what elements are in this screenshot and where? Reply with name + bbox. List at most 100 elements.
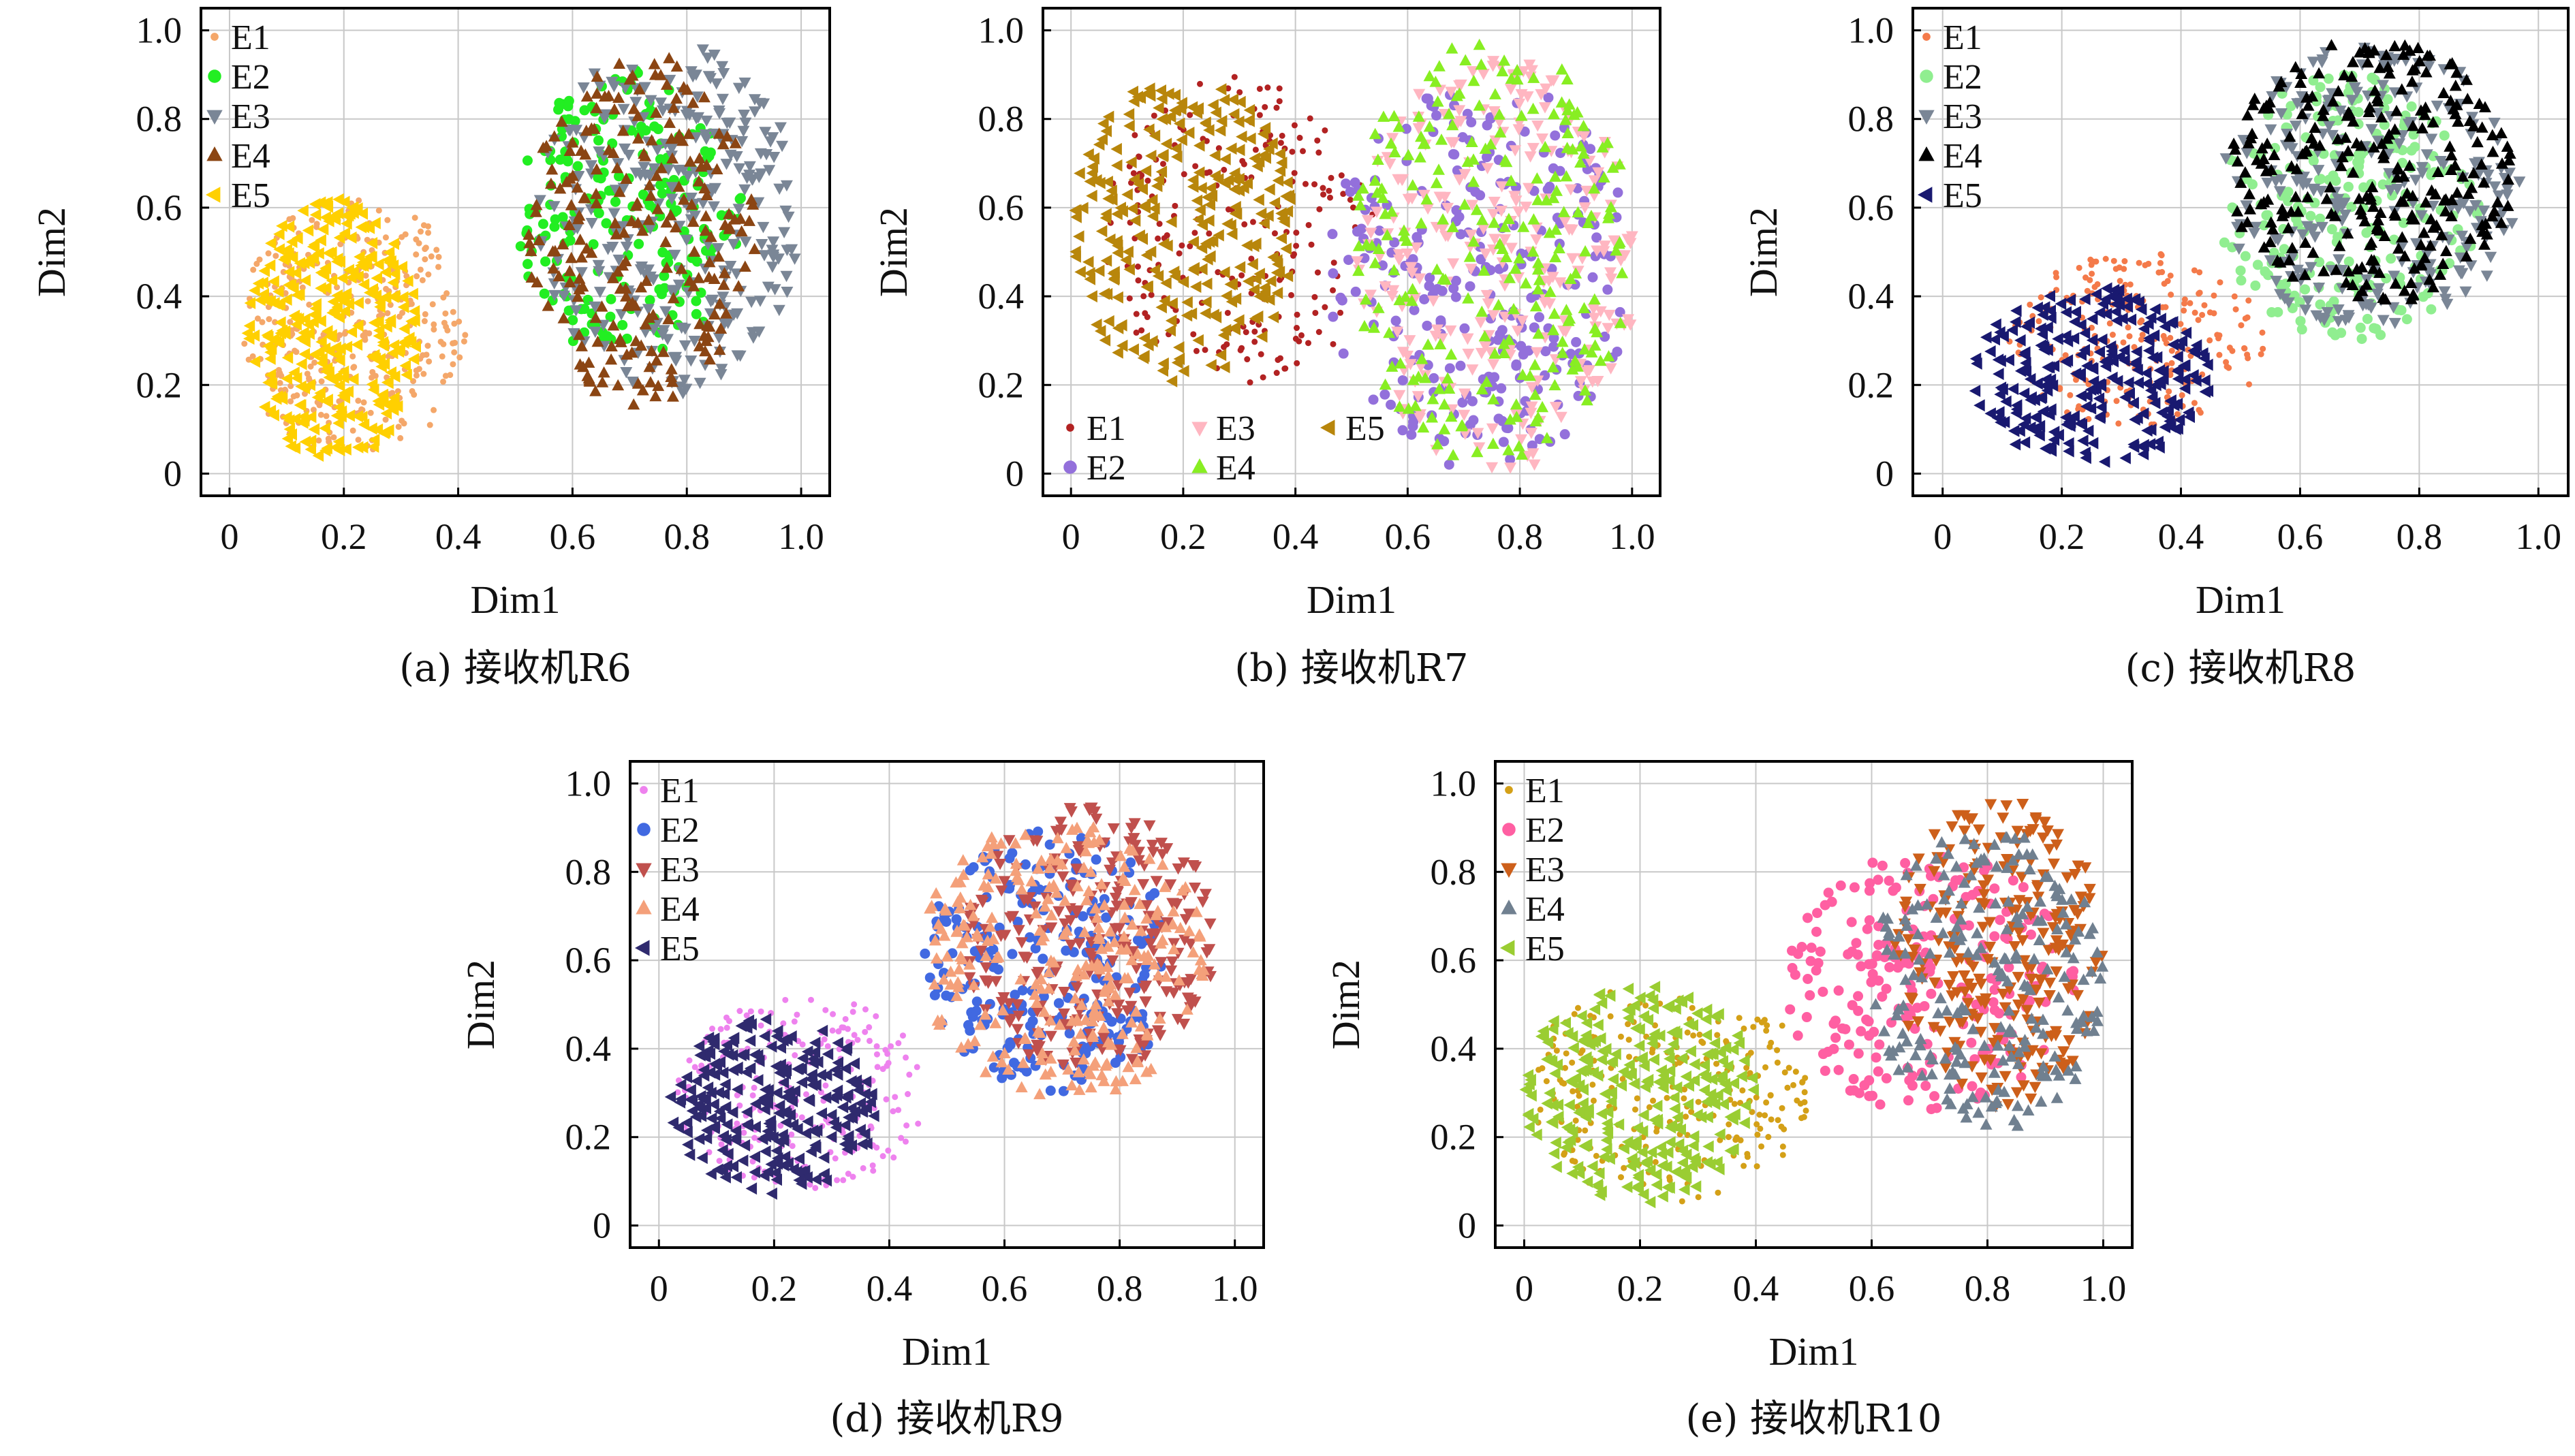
data-point [1347,196,1354,203]
data-point [2286,270,2299,282]
data-point [537,142,550,153]
data-point [1383,326,1396,338]
data-point [666,390,679,402]
data-point [2298,268,2311,281]
data-point [1326,187,1332,194]
data-point [1458,169,1471,180]
data-point [1340,191,1347,197]
data-point [2420,66,2433,78]
data-point [1518,349,1529,360]
data-point [1527,213,1540,225]
data-point [644,95,657,107]
data-point [1215,349,1227,362]
data-point [2086,313,2098,326]
data-point [1416,353,1429,364]
data-point [2229,347,2236,354]
data-point [1404,359,1417,370]
data-point [387,259,399,272]
data-point [842,1015,849,1022]
data-point [1096,133,1108,146]
data-point [1078,861,1091,873]
data-point [1192,334,1204,347]
data-point [629,200,642,211]
data-point [522,155,533,166]
data-point [552,253,564,266]
data-point [2460,74,2473,85]
data-point [1528,459,1541,471]
y-tick-label: 1.0 [136,10,183,51]
data-point [866,1024,873,1030]
data-point [2291,98,2304,110]
data-point [1461,334,1474,345]
data-point [1003,835,1016,846]
data-point [2038,294,2044,301]
data-point [1430,176,1443,189]
data-point [713,108,726,120]
data-point [1446,221,1459,232]
data-point [950,990,963,1001]
data-point [2142,344,2155,357]
data-point [1241,221,1248,227]
data-point [425,230,432,236]
data-point [563,219,576,230]
data-point [2143,334,2155,347]
data-point [275,316,286,329]
data-point [394,343,405,355]
data-point [2388,87,2401,99]
data-point [422,256,428,263]
data-point [693,152,706,163]
data-point [1426,411,1439,423]
data-point [1582,217,1595,228]
data-point [717,93,729,106]
data-point [779,205,792,217]
data-point [1487,359,1500,370]
data-point [2426,304,2437,315]
data-point [2260,345,2266,352]
data-point [1044,1052,1057,1064]
data-point [1564,184,1577,196]
data-point [574,234,587,245]
data-point [1352,189,1364,201]
data-point [1405,268,1418,279]
data-point [2044,304,2056,317]
data-point [304,370,311,377]
data-point [2313,283,2326,294]
data-point [1316,206,1323,212]
data-point [456,318,463,325]
data-point [1477,69,1490,80]
data-point [1503,423,1514,434]
data-point [1229,207,1240,220]
data-point [2228,138,2241,149]
data-point [2424,269,2437,281]
data-point [1194,954,1207,966]
data-point [614,171,625,182]
data-point [381,376,393,389]
data-point [2079,446,2091,459]
data-point [2446,193,2459,206]
data-point [1379,378,1392,390]
data-point [1379,389,1390,400]
data-point [1149,129,1161,142]
data-point [1053,998,1064,1009]
data-point [700,133,713,145]
data-point [563,101,574,112]
data-point [2324,181,2337,193]
data-point [2434,268,2447,280]
data-point [1003,1017,1016,1028]
data-point [2339,315,2352,326]
data-point [283,266,295,279]
data-point [1443,459,1454,470]
data-point [956,936,969,949]
data-point [2399,250,2412,262]
data-point [1265,274,1277,287]
data-point [2164,415,2175,428]
data-point [1072,1066,1085,1077]
legend-label: E3 [231,97,270,136]
data-point [2078,327,2091,340]
data-point [1281,365,1288,372]
data-point [362,272,369,279]
data-point [1160,276,1172,289]
data-point [2130,355,2142,368]
y-tick-label: 0.4 [1848,276,1894,317]
x-tick-label: 0.2 [321,516,367,557]
